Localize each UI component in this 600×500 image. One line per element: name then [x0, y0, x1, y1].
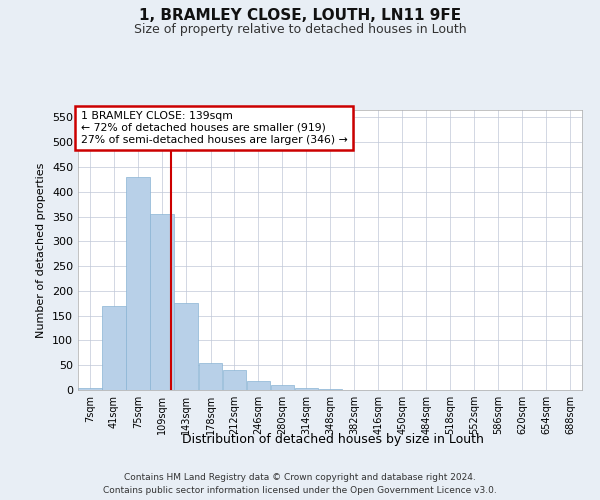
Bar — [271, 385, 294, 390]
Bar — [150, 214, 173, 390]
Bar — [174, 304, 197, 390]
Text: 1 BRAMLEY CLOSE: 139sqm
← 72% of detached houses are smaller (919)
27% of semi-d: 1 BRAMLEY CLOSE: 139sqm ← 72% of detache… — [80, 112, 347, 144]
Bar — [319, 389, 342, 390]
Text: Size of property relative to detached houses in Louth: Size of property relative to detached ho… — [134, 22, 466, 36]
Text: Distribution of detached houses by size in Louth: Distribution of detached houses by size … — [182, 432, 484, 446]
Bar — [199, 362, 222, 390]
Y-axis label: Number of detached properties: Number of detached properties — [37, 162, 46, 338]
Bar — [295, 388, 318, 390]
Text: Contains HM Land Registry data © Crown copyright and database right 2024.
Contai: Contains HM Land Registry data © Crown c… — [103, 472, 497, 494]
Text: 1, BRAMLEY CLOSE, LOUTH, LN11 9FE: 1, BRAMLEY CLOSE, LOUTH, LN11 9FE — [139, 8, 461, 22]
Bar — [223, 370, 246, 390]
Bar — [78, 388, 102, 390]
Bar — [102, 306, 125, 390]
Bar — [247, 381, 270, 390]
Bar — [126, 177, 149, 390]
